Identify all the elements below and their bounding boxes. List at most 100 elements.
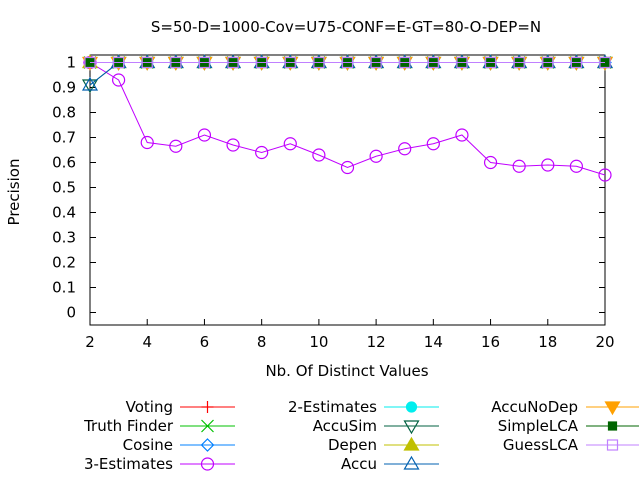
axis-ticks: 2 4 6 8 10 12 14 16 18 20 0 0.1 0.2 0.3 0.4 0.5 0.6 0.7 0.… [52,54,614,352]
y-tick-label: 0.6 [52,154,76,172]
data-point-3-estimates [197,128,212,142]
legend-item-2-estimates: 2-Estimates [288,398,439,416]
data-point-accusim [81,79,99,94]
y-tick-label: 0.9 [52,79,76,97]
data-point-3-estimates [512,159,526,173]
x-tick-label: 8 [257,333,267,351]
y-tick-label: 0.5 [52,179,76,197]
legend-item-guesslca: GuessLCA [503,436,639,454]
data-point-3-estimates [483,155,498,170]
y-axis-label: Precision [5,159,23,226]
data-point-3-estimates [569,159,583,173]
data-point-guesslca [570,56,582,69]
legend-label: Depen [328,436,377,454]
data-point-guesslca [370,56,382,69]
legend-label: AccuNoDep [491,398,578,416]
data-point-guesslca [427,56,439,69]
data-point-3-estimates [541,158,555,172]
legend-marker [403,436,420,451]
x-tick-label: 12 [367,333,386,351]
legend-item-truth-finder: Truth Finder [83,417,235,435]
data-point-guesslca [113,56,125,69]
data-point-3-estimates [398,142,412,156]
y-tick-label: 0.8 [52,104,76,122]
data-point-3-estimates [112,73,126,87]
legend-label: 2-Estimates [288,398,377,416]
x-tick-label: 16 [481,333,500,351]
data-point-3-estimates [598,168,612,182]
x-axis-label: Nb. Of Distinct Values [265,362,428,380]
data-point-guesslca [198,56,211,69]
legend-marker [201,401,214,413]
chart-title: S=50-D=1000-Cov=U75-CONF=E-GT=80-O-DEP=N [151,18,541,36]
y-tick-label: 0 [66,304,76,322]
legend-marker [200,457,215,471]
data-point-guesslca [227,56,239,69]
series-line-3-estimates [89,62,606,176]
y-tick-label: 0.7 [52,129,76,147]
data-point-guesslca [513,56,525,69]
legend-marker [201,419,214,433]
legend-label: Accu [341,455,377,473]
x-tick-label: 6 [200,333,210,351]
x-tick-label: 20 [595,333,614,351]
data-point-3-estimates [455,128,469,142]
data-point-guesslca [170,56,182,69]
legend-label: AccuSim [313,417,377,435]
plot-frame [89,54,606,326]
data-point-3-estimates [169,139,183,153]
data-point-guesslca [284,56,296,69]
legend-marker [403,455,420,470]
legend-item-3-estimates: 3-Estimates [84,455,235,473]
legend-item-accusim: AccuSim [313,417,439,435]
legend-item-accu: Accu [341,455,439,473]
legend-marker [403,420,420,435]
legend-label: 3-Estimates [84,455,173,473]
legend-marker [200,438,215,452]
x-tick-label: 10 [309,333,328,351]
data-point-guesslca [141,56,153,69]
legend-item-simplelca: SimpleLCA [498,417,639,435]
data-point-guesslca [456,56,468,69]
data-point-3-estimates [340,160,355,175]
data-point-guesslca [399,56,411,69]
x-tick-label: 4 [142,333,152,351]
legend-marker [604,401,621,416]
x-tick-label: 18 [538,333,557,351]
data-point-guesslca [84,56,96,69]
data-point-guesslca [599,56,611,69]
x-tick-label: 2 [85,333,95,351]
legend-label: Truth Finder [83,417,174,435]
data-point-accu [81,76,99,91]
legend-item-cosine: Cosine [123,436,235,454]
data-point-3-estimates [369,149,383,163]
data-point-3-estimates [283,137,297,151]
legend-item-accunodep: AccuNoDep [491,398,639,416]
data-point-3-estimates [255,145,269,160]
y-tick-label: 0.2 [52,254,76,272]
legend-label: Cosine [123,436,173,454]
y-tick-label: 0.3 [52,229,76,247]
series-layer [81,54,614,182]
data-point-3-estimates [140,135,154,150]
legend-marker [606,439,619,451]
legend-marker [607,421,618,431]
data-point-guesslca [542,56,554,69]
data-point-3-estimates [426,137,440,151]
data-point-guesslca [256,56,268,69]
legend-label: SimpleLCA [498,417,579,435]
legend-item-voting: Voting [126,398,235,416]
data-point-guesslca [341,56,354,69]
data-point-3-estimates [312,148,326,162]
x-tick-label: 14 [424,333,443,351]
legend-label: GuessLCA [503,436,579,454]
data-point-guesslca [484,56,497,69]
y-tick-label: 0.1 [52,279,76,297]
legend-item-depen: Depen [328,436,439,454]
y-tick-label: 0.4 [52,204,76,222]
series-3-estimates [83,55,612,182]
data-point-3-estimates [226,138,240,152]
legend-marker [405,401,418,413]
